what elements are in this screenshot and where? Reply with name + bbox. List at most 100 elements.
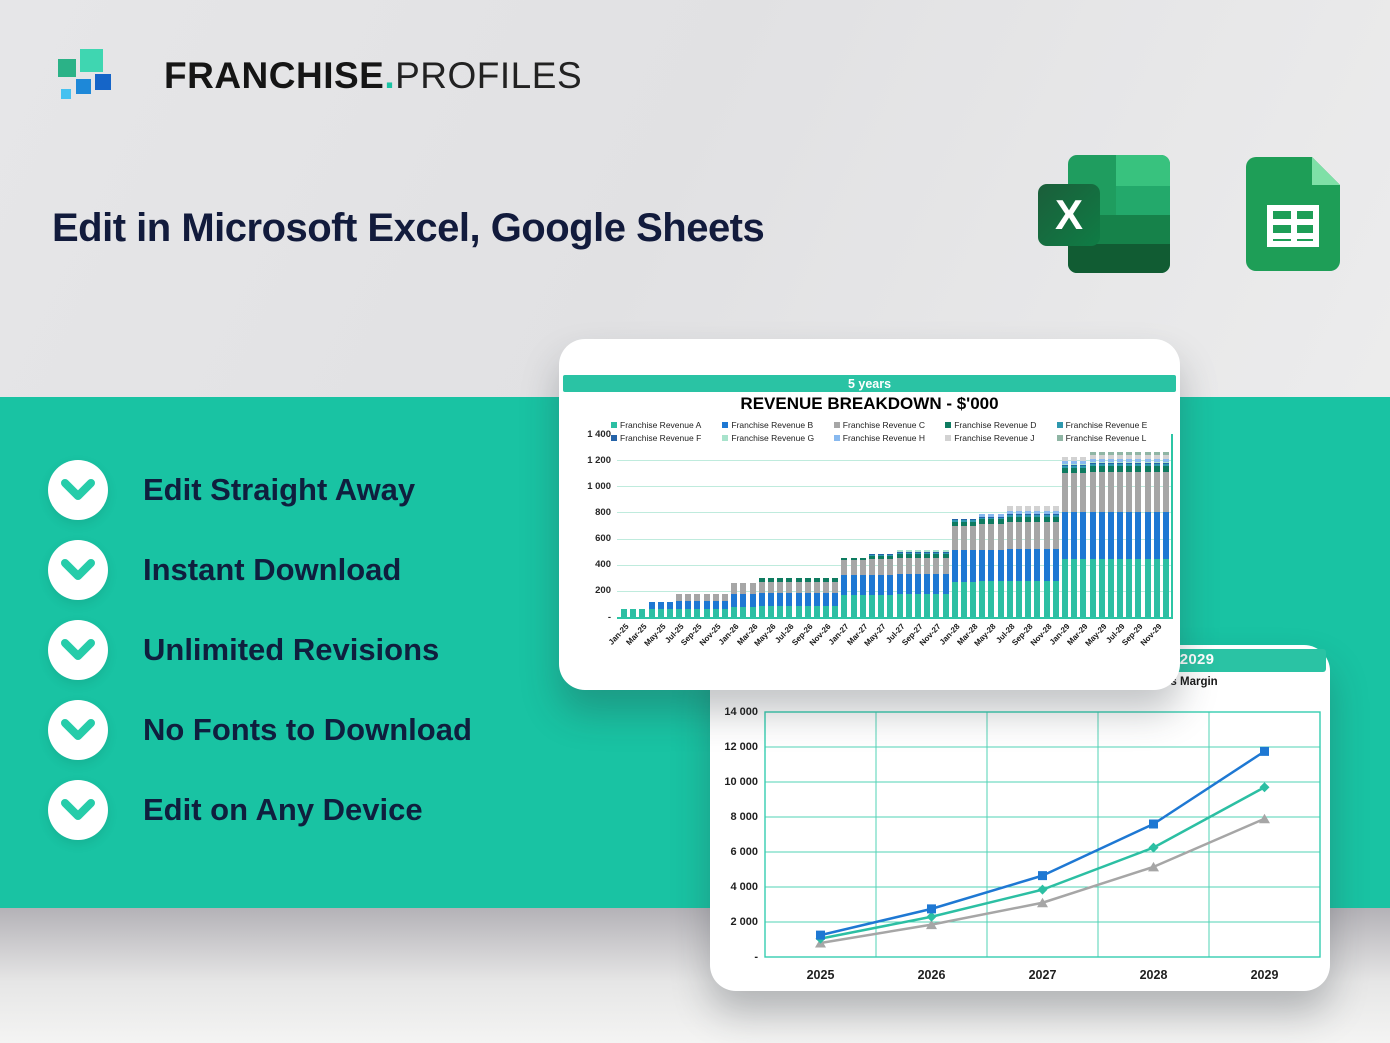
bar-segment (777, 593, 784, 607)
feature-item-edit-straight-away: Edit Straight Away (48, 460, 472, 520)
bar-segment (1153, 464, 1160, 467)
bar-segment (1089, 466, 1096, 472)
bar-segment (933, 554, 940, 558)
x-axis-tick-label: 2027 (1028, 968, 1057, 982)
bar-segment (1016, 514, 1023, 516)
bar-segment (813, 606, 820, 617)
bar-segment (970, 521, 977, 527)
bar-segment (749, 583, 756, 595)
bar-segment (1052, 522, 1059, 549)
legend-swatch (833, 422, 840, 428)
bar-segment (997, 519, 1004, 525)
y-axis-tick-label: 14 000 (724, 705, 758, 718)
bar-segment (1144, 463, 1151, 465)
bar-segment (841, 575, 848, 595)
logo-square-teal (80, 49, 103, 72)
bar-segment (841, 560, 848, 576)
bar-segment (823, 606, 830, 617)
bar-segment (1016, 581, 1023, 617)
legend-item: Franchise Revenue A (611, 420, 722, 430)
bar-segment (630, 609, 637, 617)
bar-segment (832, 606, 839, 617)
bar-segment (1071, 559, 1078, 617)
bar-segment (1089, 458, 1096, 462)
bar-segment (777, 581, 784, 594)
bar-segment (813, 593, 820, 607)
plot-border (764, 711, 1321, 958)
legend-label: Franchise Revenue D (954, 420, 1037, 430)
bar-segment (1043, 517, 1050, 523)
bar-segment (1117, 461, 1124, 463)
logo-square-lightblue (61, 89, 71, 99)
triangle-marker (1037, 897, 1048, 908)
feature-label: Edit Straight Away (143, 472, 416, 507)
bar-segment (869, 558, 876, 575)
bar-segment (1163, 511, 1169, 559)
bar-segment (933, 552, 940, 555)
chart-title: REVENUE BREAKDOWN - $'000 (740, 394, 999, 413)
bar-segment (979, 517, 986, 518)
bar-segment (869, 553, 876, 555)
triangle-marker (1259, 813, 1270, 824)
bar-segment (951, 526, 958, 551)
bar-segment (1089, 463, 1096, 465)
bar-segment (1043, 581, 1050, 617)
page-headline: Edit in Microsoft Excel, Google Sheets (52, 206, 765, 250)
bar-segment (731, 583, 738, 595)
legend-item: Franchise Revenue C (833, 420, 945, 430)
bar-segment (1163, 452, 1169, 456)
bar-segment (795, 593, 802, 607)
bar-segment (979, 517, 986, 520)
chevron-down-icon (48, 780, 108, 840)
squares-cluster-logo-icon (48, 46, 112, 106)
bar-segment (905, 552, 912, 555)
bar-segment (914, 552, 921, 553)
bar-segment (1071, 464, 1078, 466)
bar-segment (1071, 457, 1078, 461)
x-axis-tick-label: 2025 (806, 968, 835, 982)
bar-segment (823, 581, 830, 594)
bar-segment (740, 606, 747, 617)
bar-segment (979, 549, 986, 582)
bar-segment (712, 594, 719, 602)
bar-segment (823, 577, 830, 582)
bar-segment (887, 554, 894, 556)
bar-segment (933, 552, 940, 553)
bar-segment (1107, 458, 1114, 462)
bar-segment (970, 520, 977, 522)
bar-segment (942, 594, 949, 617)
bar-segment (621, 609, 627, 617)
bar-segment (1034, 510, 1041, 515)
bar-chart-legend: Franchise Revenue A Franchise Revenue B Fr… (611, 420, 1168, 443)
bar-segment (1098, 455, 1105, 459)
diamond-marker (1037, 884, 1048, 895)
bar-segment (648, 608, 655, 617)
bar-segment (813, 581, 820, 594)
bar-segment (1061, 473, 1068, 513)
bar-segment (1043, 549, 1050, 582)
legend-swatch (722, 435, 729, 441)
bar-segment (914, 549, 921, 553)
bar-segment (1098, 558, 1105, 617)
bar-segment (951, 581, 958, 617)
chevron-down-icon (48, 700, 108, 760)
grid-line (617, 590, 1171, 592)
bar-segment (970, 550, 977, 582)
bar-segment (1034, 506, 1041, 511)
data-line (820, 786, 1266, 940)
bar-segment (1126, 511, 1133, 559)
bar-segment (1006, 522, 1013, 549)
bar-segment (1163, 458, 1169, 462)
bar-segment (1071, 467, 1078, 474)
bar-segment (1098, 511, 1105, 559)
bar-segment (786, 593, 793, 607)
bar-segment (1080, 464, 1087, 466)
logo-square-green (58, 59, 76, 77)
line-chart-svg (764, 711, 1321, 958)
bar-segment (731, 594, 738, 607)
bar-segment (942, 549, 949, 553)
feature-label: Instant Download (143, 552, 402, 587)
bar-segment (914, 552, 921, 555)
y-axis-tick-label: 200 (595, 585, 611, 597)
bar-segment (1052, 549, 1059, 582)
